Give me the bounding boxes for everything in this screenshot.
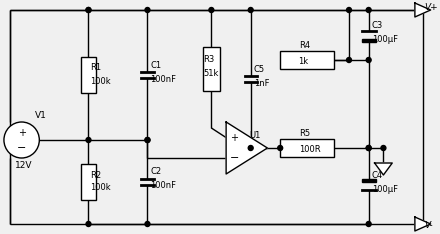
Text: 100R: 100R [299, 145, 321, 154]
Text: 100nF: 100nF [150, 74, 176, 84]
Text: 1k: 1k [298, 56, 308, 66]
Circle shape [145, 138, 150, 143]
Circle shape [248, 146, 253, 150]
Text: R1: R1 [91, 63, 102, 73]
Text: R2: R2 [91, 171, 102, 179]
Circle shape [209, 7, 214, 12]
Polygon shape [362, 179, 376, 182]
Circle shape [86, 138, 91, 143]
Bar [81, 57, 96, 93]
Text: 100nF: 100nF [150, 182, 176, 190]
Circle shape [366, 146, 371, 150]
Text: 1nF: 1nF [253, 78, 269, 88]
Circle shape [86, 222, 91, 227]
Text: C5: C5 [253, 66, 265, 74]
Polygon shape [415, 217, 431, 231]
Circle shape [4, 122, 39, 158]
Text: V-: V- [425, 222, 433, 230]
Polygon shape [362, 39, 376, 42]
Circle shape [366, 58, 371, 62]
Circle shape [347, 7, 352, 12]
Polygon shape [226, 122, 268, 174]
Bar [280, 51, 334, 69]
Circle shape [86, 7, 91, 12]
Text: +: + [18, 128, 26, 138]
Text: −: − [17, 143, 26, 153]
Text: R4: R4 [299, 41, 311, 51]
Text: 100k: 100k [91, 183, 111, 193]
Text: C3: C3 [372, 21, 383, 29]
Circle shape [366, 7, 371, 12]
Text: C4: C4 [372, 172, 383, 180]
Bar [280, 139, 334, 157]
Circle shape [86, 7, 91, 12]
Text: C1: C1 [150, 61, 161, 69]
Circle shape [381, 146, 386, 150]
Circle shape [366, 222, 371, 227]
Bar [81, 164, 96, 200]
Text: R5: R5 [299, 129, 311, 139]
Text: 100μF: 100μF [372, 186, 398, 194]
Text: +: + [230, 133, 238, 143]
Text: −: − [230, 154, 239, 163]
Circle shape [145, 7, 150, 12]
Text: 100μF: 100μF [372, 34, 398, 44]
Text: U1: U1 [250, 132, 261, 140]
Circle shape [366, 146, 371, 150]
Circle shape [145, 222, 150, 227]
Text: R3: R3 [204, 55, 215, 65]
Text: 51k: 51k [204, 69, 219, 78]
Circle shape [347, 58, 352, 62]
Polygon shape [374, 163, 392, 175]
Bar [202, 47, 220, 91]
Circle shape [278, 146, 282, 150]
Text: V1: V1 [35, 111, 47, 121]
Polygon shape [415, 3, 431, 17]
Circle shape [248, 7, 253, 12]
Text: V+: V+ [425, 4, 438, 12]
Circle shape [145, 138, 150, 143]
Text: 12V: 12V [15, 161, 33, 171]
Text: 100k: 100k [91, 77, 111, 85]
Text: C2: C2 [150, 168, 161, 176]
